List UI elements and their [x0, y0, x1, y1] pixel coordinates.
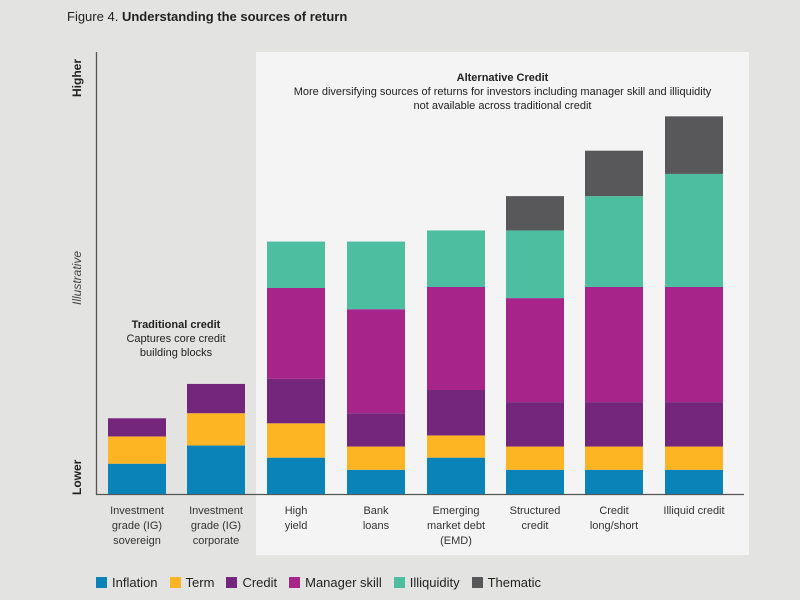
bar-segment-inflation	[427, 457, 485, 494]
bar-segment-credit	[108, 418, 166, 437]
bar-segment-term	[506, 446, 564, 470]
figure-title-text: Understanding the sources of return	[121, 9, 348, 24]
x-tick-label-line: Bank	[363, 505, 389, 517]
legend-item: Inflation	[96, 575, 158, 590]
bar-segment-inflation	[506, 469, 564, 494]
x-tick-label-line: Illiquid credit	[663, 505, 725, 517]
x-tick-label: Structured credit	[495, 504, 575, 534]
legend-label: Inflation	[112, 575, 158, 590]
bar-segment-manager-skill	[585, 287, 643, 403]
bar-segment-thematic	[665, 116, 723, 174]
x-tick-label-line: High	[284, 505, 308, 517]
legend-swatch	[471, 577, 483, 588]
bar-segment-manager-skill	[347, 309, 405, 414]
legend: Inflation Term Credit Manager skill Illiquid…	[96, 575, 541, 590]
x-tick-label: Credit long/short	[574, 504, 654, 534]
legend-swatch	[289, 577, 301, 588]
x-tick-label-line: grade (IG)	[111, 520, 163, 532]
x-tick-label: Emerging market debt (EMD)	[416, 504, 496, 549]
bar-segment-credit	[267, 378, 325, 424]
legend-swatch	[226, 577, 238, 588]
legend-label: Illiquidity	[409, 575, 460, 590]
bar-segment-illiquidity	[585, 196, 643, 287]
bar-segment-term	[347, 446, 405, 470]
x-tick-label-line: Emerging	[432, 505, 480, 517]
bar-segment-credit	[585, 402, 643, 447]
bar-segment-manager-skill	[665, 287, 723, 403]
x-tick-label-line: (EMD)	[440, 535, 472, 547]
x-tick-label-line: grade (IG)	[190, 520, 242, 532]
legend-item: Manager skill	[289, 575, 382, 590]
x-tick-label-line: Investment	[110, 505, 164, 517]
bar-segment-credit	[427, 389, 485, 436]
bar-segment-thematic	[506, 196, 564, 231]
figure-prefix: Figure 4.	[67, 9, 119, 24]
alternative-credit-annotation: Alternative Credit More diversifying sou…	[256, 71, 749, 113]
x-tick-label-line: Structured	[509, 505, 561, 517]
bar-segment-illiquidity	[427, 230, 485, 287]
legend-label: Term	[185, 575, 215, 590]
x-tick-label-line: corporate	[192, 535, 240, 547]
x-tick-label-line: market debt	[426, 520, 486, 532]
bar-segment-inflation	[187, 445, 245, 494]
bar-segment-manager-skill	[427, 287, 485, 390]
x-tick-label: Illiquid credit	[654, 504, 734, 519]
legend-label: Thematic	[487, 575, 542, 590]
bar-segment-term	[187, 413, 245, 446]
x-tick-label-line: Credit	[599, 505, 629, 517]
legend-swatch	[96, 577, 107, 588]
bar-segment-manager-skill	[506, 298, 564, 403]
x-tick-label: High yield	[256, 504, 336, 534]
x-tick-label-line: Investment	[189, 505, 243, 517]
bar-segment-inflation	[665, 469, 723, 494]
legend-label: Credit	[242, 575, 278, 590]
bar-segment-term	[427, 435, 485, 458]
bar-segment-illiquidity	[347, 241, 405, 310]
legend-item: Illiquidity	[393, 575, 460, 590]
bar-segment-term	[108, 436, 166, 464]
bar-segment-thematic	[585, 150, 643, 197]
bar-segment-term	[665, 446, 723, 470]
legend-item: Term	[169, 575, 215, 590]
bar-segment-inflation	[267, 457, 325, 494]
x-tick-label: Investment grade (IG) corporate	[176, 504, 256, 549]
traditional-credit-desc-2: building blocks	[139, 347, 213, 359]
legend-swatch	[393, 577, 405, 588]
traditional-credit-desc-1: Captures core credit	[126, 333, 226, 345]
traditional-credit-annotation: Traditional credit Captures core credit …	[96, 318, 256, 360]
bar-segment-illiquidity	[665, 173, 723, 287]
alternative-credit-desc-1: More diversifying sources of returns for…	[293, 86, 712, 98]
bar-segment-term	[585, 446, 643, 470]
x-tick-label-line: long/short	[589, 520, 639, 532]
alternative-credit-desc-2: not available across traditional credit	[413, 100, 592, 112]
bar-segment-manager-skill	[267, 288, 325, 379]
figure-title: Figure 4. Understanding the sources of r…	[67, 9, 347, 24]
x-tick-label-line: yield	[284, 520, 308, 532]
bar-segment-credit	[665, 402, 723, 447]
bar-segment-term	[267, 423, 325, 458]
legend-item: Thematic	[471, 575, 542, 590]
bar-segment-inflation	[108, 463, 166, 494]
legend-item: Credit	[226, 575, 277, 590]
x-tick-label-line: sovereign	[113, 535, 161, 547]
legend-swatch	[169, 577, 181, 588]
bar-segment-illiquidity	[267, 241, 325, 289]
bar-segment-illiquidity	[506, 230, 564, 299]
x-tick-label-line: loans	[362, 520, 390, 532]
bar-segment-inflation	[585, 469, 643, 494]
bar-segment-credit	[187, 383, 245, 414]
x-tick-label: Bank loans	[336, 504, 416, 534]
x-tick-label: Investment grade (IG) sovereign	[97, 504, 177, 549]
bar-segment-inflation	[347, 469, 405, 494]
legend-label: Manager skill	[305, 575, 382, 590]
traditional-credit-title: Traditional credit	[131, 319, 221, 331]
bar-segment-credit	[506, 402, 564, 447]
alternative-credit-title: Alternative Credit	[456, 72, 549, 84]
x-tick-label-line: credit	[521, 520, 549, 532]
bar-segment-credit	[347, 413, 405, 447]
